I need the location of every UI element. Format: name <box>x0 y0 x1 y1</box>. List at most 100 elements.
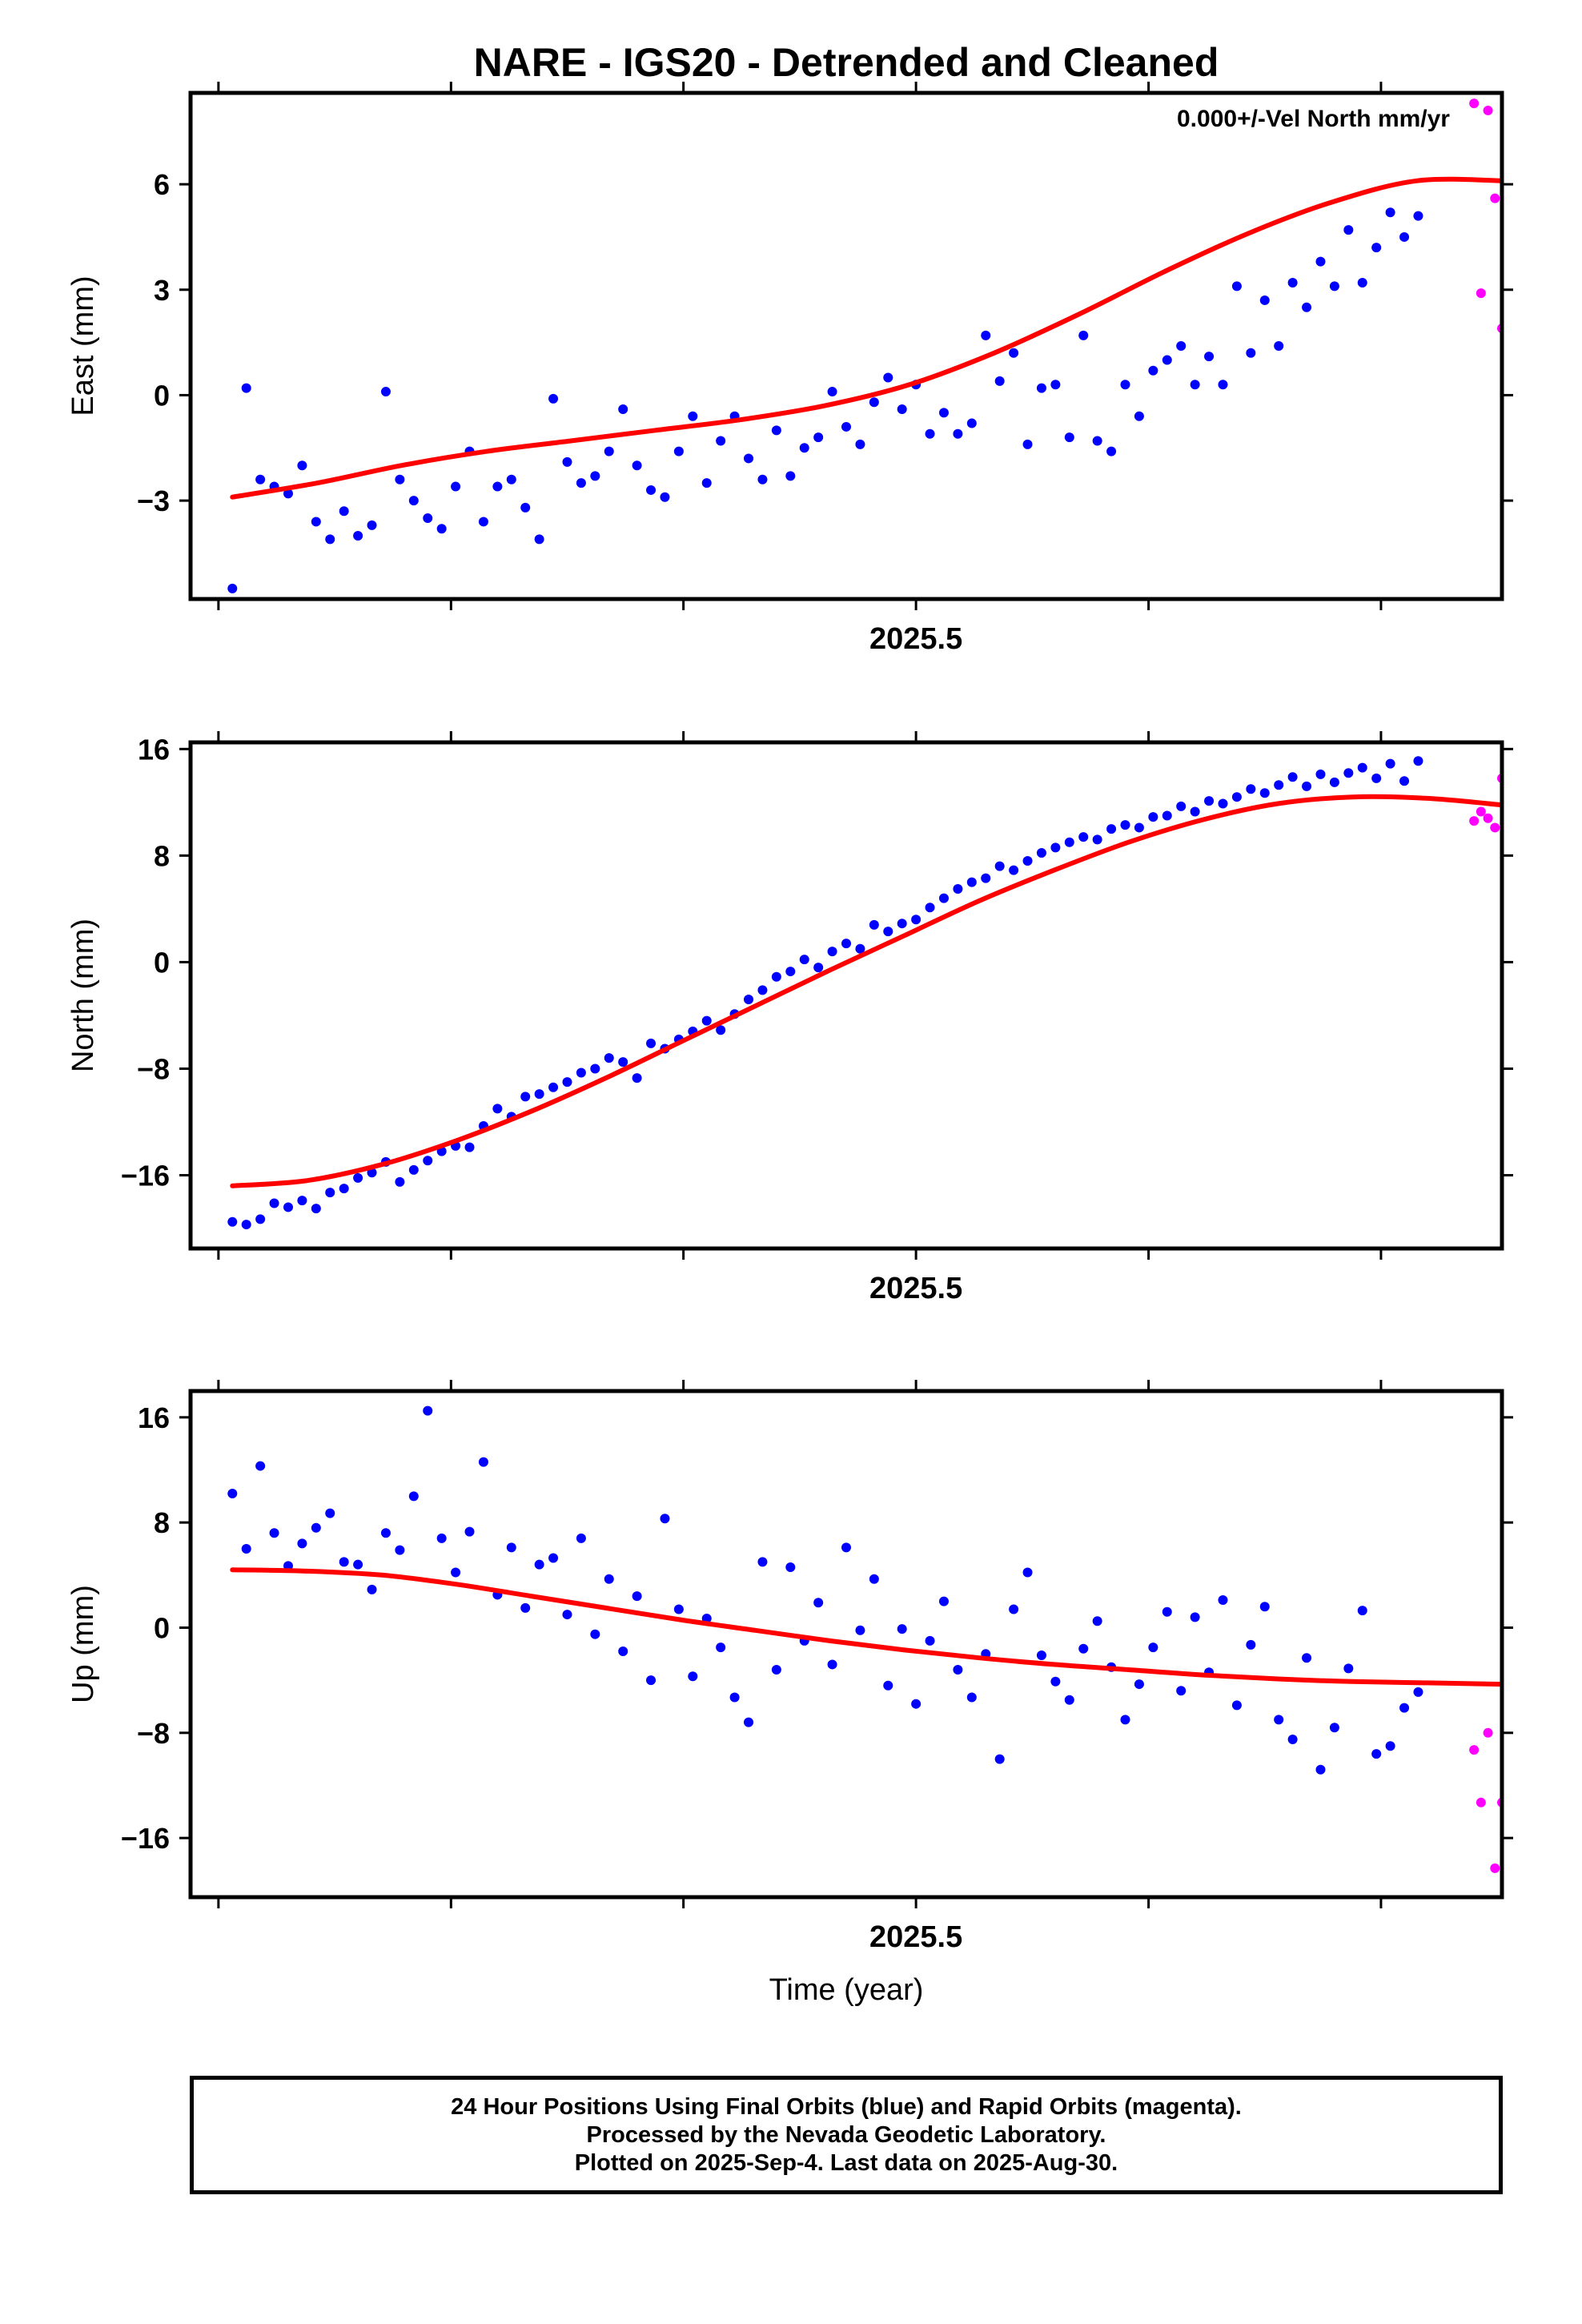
rapid-orbit-point <box>1483 1727 1493 1738</box>
final-orbit-point <box>395 474 405 485</box>
final-orbit-point <box>534 534 544 545</box>
final-orbit-point <box>1078 1643 1089 1654</box>
final-orbit-point <box>395 1545 405 1555</box>
final-orbit-point <box>785 471 796 481</box>
data-layer <box>227 756 1502 1230</box>
final-orbit-point <box>1106 446 1117 456</box>
final-orbit-point <box>925 428 935 439</box>
final-orbit-point <box>1315 1764 1326 1775</box>
y-axis-label: East (mm) <box>66 275 100 416</box>
final-orbit-point <box>562 1610 572 1620</box>
final-orbit-point <box>1190 806 1200 817</box>
final-orbit-point <box>255 474 266 485</box>
rapid-orbit-point <box>1476 288 1486 299</box>
final-orbit-point <box>269 1528 279 1538</box>
final-orbit-point <box>423 1156 433 1166</box>
final-orbit-point <box>1385 1741 1395 1751</box>
final-orbit-point <box>1120 820 1130 830</box>
footer-line-3: Plotted on 2025-Sep-4. Last data on 2025… <box>574 2149 1118 2176</box>
final-orbit-point <box>646 485 656 495</box>
final-orbit-point <box>897 1624 907 1634</box>
final-orbit-point <box>744 453 754 464</box>
final-orbit-point <box>562 1077 572 1088</box>
final-orbit-point <box>1162 355 1172 365</box>
final-orbit-point <box>1259 788 1270 798</box>
final-orbit-point <box>953 1665 963 1675</box>
final-orbit-point <box>1399 231 1410 242</box>
final-orbit-point <box>688 411 698 421</box>
final-orbit-point <box>408 1164 419 1175</box>
final-orbit-point <box>1315 769 1326 779</box>
final-orbit-point <box>827 947 837 957</box>
final-orbit-point <box>1274 780 1284 790</box>
final-orbit-point <box>1246 348 1256 358</box>
final-orbit-point <box>1078 330 1089 340</box>
final-orbit-point <box>283 1202 293 1212</box>
final-orbit-point <box>1036 1650 1046 1660</box>
final-orbit-point <box>1357 762 1367 773</box>
final-orbit-point <box>841 421 851 432</box>
footer-line-2: Processed by the Nevada Geodetic Laborat… <box>586 2121 1106 2148</box>
final-orbit-point <box>227 1489 238 1499</box>
final-orbit-point <box>283 489 293 499</box>
final-orbit-point <box>1134 822 1144 833</box>
final-orbit-point <box>1218 1595 1228 1606</box>
final-orbit-point <box>339 1557 349 1567</box>
final-orbit-point <box>785 1562 796 1572</box>
final-orbit-point <box>618 1057 628 1068</box>
final-orbit-point <box>1092 1616 1102 1626</box>
final-orbit-point <box>981 873 991 883</box>
final-orbit-point <box>339 506 349 517</box>
final-orbit-point <box>1329 281 1339 292</box>
rapid-orbit-point <box>1483 105 1493 115</box>
final-orbit-point <box>981 330 991 340</box>
final-orbit-point <box>1246 784 1256 794</box>
final-orbit-point <box>1231 1700 1242 1711</box>
final-orbit-point <box>1218 798 1228 809</box>
final-orbit-point <box>1302 302 1312 312</box>
final-orbit-point <box>1106 824 1117 834</box>
final-orbit-point <box>1204 796 1215 806</box>
velocity-annotation: 0.000+/-Vel North mm/yr <box>1177 106 1450 132</box>
final-orbit-point <box>827 1659 837 1670</box>
final-orbit-point <box>395 1176 405 1187</box>
final-orbit-point <box>1274 1715 1284 1725</box>
final-orbit-point <box>297 1196 307 1206</box>
final-orbit-point <box>771 425 781 436</box>
rapid-orbit-point <box>1476 806 1486 817</box>
final-orbit-point <box>576 1068 586 1078</box>
final-orbit-point <box>1315 256 1326 267</box>
final-orbit-point <box>367 520 377 530</box>
final-orbit-point <box>464 1142 475 1152</box>
final-orbit-point <box>953 428 963 439</box>
x-tick-label: 2025.5 <box>869 1920 962 1954</box>
final-orbit-point <box>660 492 670 502</box>
final-orbit-point <box>855 439 865 449</box>
final-orbit-point <box>492 481 503 492</box>
final-orbit-point <box>576 478 586 489</box>
chart-panels: −3 0 3 6 2025.5 East (mm) 0.000+/-Vel North mm… <box>66 82 1513 2007</box>
final-orbit-point <box>771 1665 781 1675</box>
final-orbit-point <box>632 460 642 471</box>
final-orbit-point <box>855 1625 865 1635</box>
final-orbit-point <box>325 534 335 545</box>
final-orbit-point <box>1162 810 1172 821</box>
final-orbit-point <box>1385 758 1395 769</box>
y-tick-label: 16 <box>138 733 170 766</box>
final-orbit-point <box>353 1172 363 1183</box>
final-orbit-point <box>255 1461 266 1471</box>
final-orbit-point <box>478 1457 488 1467</box>
final-orbit-point <box>841 939 851 949</box>
final-orbit-point <box>660 1514 670 1524</box>
final-orbit-point <box>311 517 321 527</box>
x-tick-label: 2025.5 <box>869 1272 962 1305</box>
final-orbit-point <box>1413 756 1423 766</box>
final-orbit-point <box>548 1553 559 1563</box>
y-tick-label: 8 <box>154 1506 170 1539</box>
final-orbit-point <box>548 393 559 404</box>
final-orbit-point <box>353 1559 363 1570</box>
y-tick-label: 6 <box>154 168 170 201</box>
final-orbit-point <box>966 418 977 428</box>
y-axis-label: North (mm) <box>66 919 100 1072</box>
